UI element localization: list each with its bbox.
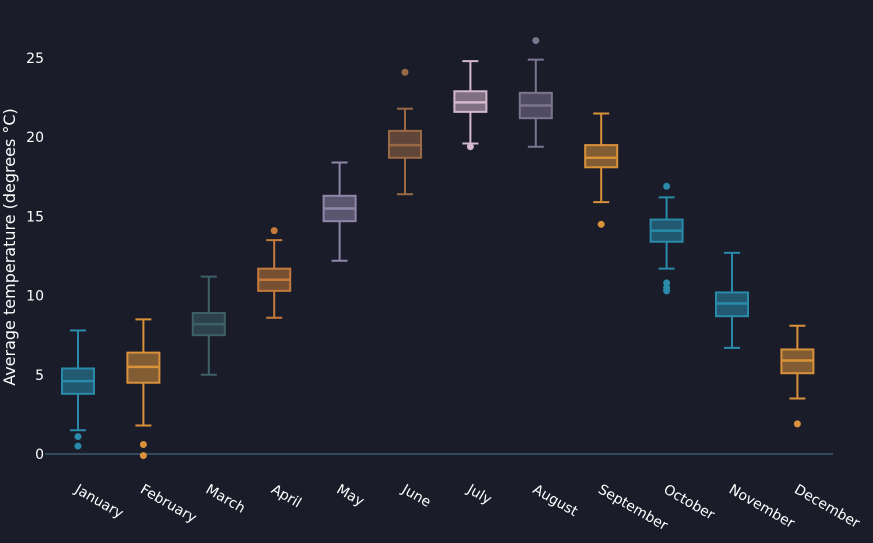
box-march[interactable] xyxy=(191,275,226,376)
outlier-point xyxy=(663,182,671,190)
y-axis-title: Average temperature (degrees °C) xyxy=(0,108,19,386)
outlier-point xyxy=(401,68,409,76)
outlier-point xyxy=(663,287,671,295)
outlier-point xyxy=(793,420,801,428)
outlier-point xyxy=(597,220,605,228)
outlier-point xyxy=(74,442,82,450)
y-tick-label: 10 xyxy=(26,289,44,305)
y-tick-label: 5 xyxy=(35,368,44,384)
outlier-point xyxy=(139,452,147,460)
box-may[interactable] xyxy=(322,161,357,262)
outlier-point xyxy=(74,433,82,441)
box-september[interactable] xyxy=(584,112,619,228)
box-january[interactable] xyxy=(61,329,95,450)
y-tick-label: 15 xyxy=(26,209,44,225)
box-june[interactable] xyxy=(388,68,422,196)
box-body xyxy=(584,144,619,169)
outlier-point xyxy=(139,440,147,448)
y-tick-label: 0 xyxy=(35,447,44,463)
box-april[interactable] xyxy=(257,227,292,319)
y-tick-label: 25 xyxy=(26,51,44,67)
box-november[interactable] xyxy=(715,251,749,349)
box-october[interactable] xyxy=(649,182,684,295)
outlier-point xyxy=(466,143,474,151)
box-july[interactable] xyxy=(453,60,488,151)
box-february[interactable] xyxy=(126,318,161,460)
box-august[interactable] xyxy=(518,37,553,148)
y-tick-label: 20 xyxy=(26,130,44,146)
outlier-point xyxy=(532,37,540,45)
outlier-point xyxy=(270,227,278,235)
plot-area xyxy=(45,37,833,460)
y-axis-ticks: 0 5 10 15 20 25 xyxy=(26,51,44,463)
box-december[interactable] xyxy=(780,324,815,428)
